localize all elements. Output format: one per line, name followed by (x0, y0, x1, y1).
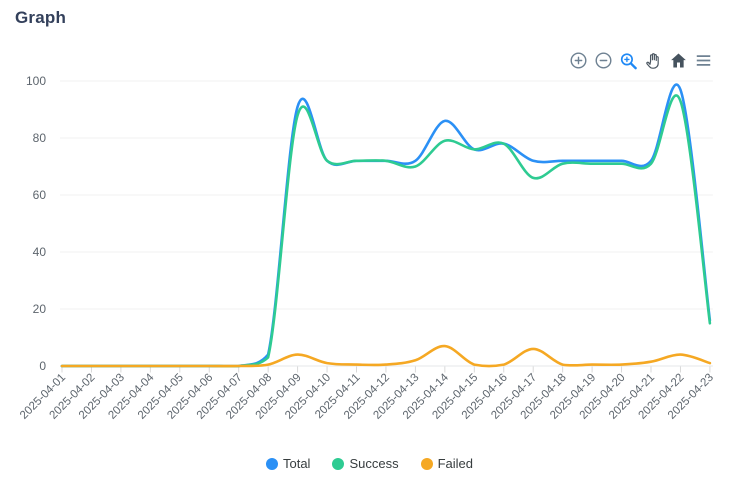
chart-toolbar (569, 51, 713, 70)
legend-item-total[interactable]: Total (265, 456, 311, 471)
success-series-label: Success (349, 456, 399, 471)
y-axis-tick-label: 100 (26, 74, 46, 88)
total-series-label: Total (282, 456, 311, 471)
page-title: Graph (15, 8, 67, 27)
y-axis-tick-label: 80 (33, 131, 47, 145)
total-series-line (60, 83, 712, 368)
zoom-in-icon[interactable] (569, 51, 588, 70)
zoom-out-icon[interactable] (594, 51, 613, 70)
y-axis-tick-label: 60 (33, 188, 47, 202)
reset-zoom-home-icon[interactable] (669, 51, 688, 70)
success-series-marker (332, 457, 345, 470)
success-series-line (60, 94, 712, 368)
y-axis-tick-label: 0 (39, 359, 46, 373)
failed-series-marker (420, 457, 433, 470)
chart-legend: Total Success Failed (0, 456, 739, 471)
pan-icon[interactable] (644, 51, 663, 70)
menu-icon[interactable] (694, 51, 713, 70)
total-series-marker (265, 457, 278, 470)
selection-zoom-icon[interactable] (619, 51, 638, 70)
y-axis-tick-label: 20 (33, 302, 47, 316)
legend-item-failed[interactable]: Failed (420, 456, 474, 471)
failed-series-line (60, 344, 712, 368)
legend-item-success[interactable]: Success (332, 456, 399, 471)
failed-series-label: Failed (437, 456, 474, 471)
y-axis-tick-label: 40 (33, 245, 47, 259)
